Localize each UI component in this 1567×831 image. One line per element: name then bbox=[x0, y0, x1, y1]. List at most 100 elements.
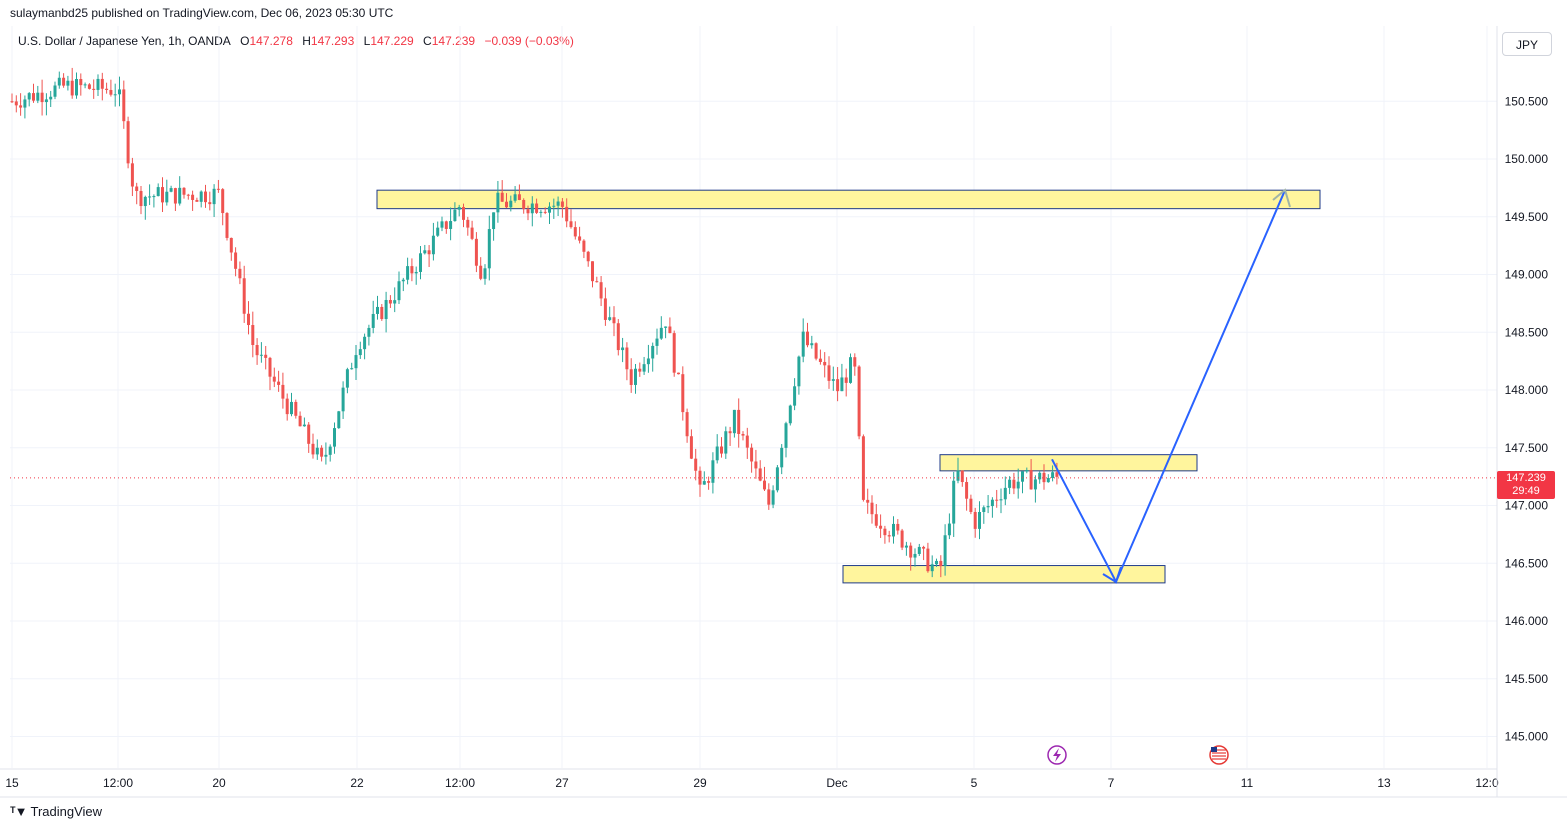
candle-body bbox=[634, 368, 637, 385]
price-axis-label: 150.500 bbox=[1505, 94, 1549, 108]
candle-body bbox=[642, 364, 646, 372]
price-axis-label: 147.000 bbox=[1505, 499, 1549, 513]
tradingview-brand[interactable]: ᵀ▼ TradingView bbox=[10, 804, 102, 819]
candle-body bbox=[500, 192, 504, 202]
candle-body bbox=[896, 523, 900, 531]
candle-body bbox=[384, 299, 388, 320]
candle-body bbox=[569, 221, 573, 228]
candle-body bbox=[707, 481, 711, 483]
candle-body bbox=[466, 219, 470, 228]
candle-body bbox=[62, 77, 66, 86]
candle-body bbox=[646, 358, 650, 365]
lightning-icon bbox=[1047, 745, 1067, 765]
candle-body bbox=[960, 470, 964, 483]
candle-body bbox=[393, 300, 397, 304]
candle-body bbox=[853, 357, 857, 367]
high-label: H bbox=[302, 34, 311, 48]
candle-body bbox=[363, 336, 367, 350]
candle-body bbox=[79, 79, 83, 86]
candle-body bbox=[122, 89, 126, 122]
candle-body bbox=[457, 207, 461, 210]
candle-body bbox=[281, 384, 285, 399]
candle-body bbox=[388, 299, 392, 304]
candle-body bbox=[1042, 472, 1046, 483]
low-value: 147.229 bbox=[370, 34, 414, 48]
low-label: L bbox=[363, 34, 371, 48]
candle-body bbox=[887, 535, 891, 537]
candle-body bbox=[152, 196, 156, 198]
candle-body bbox=[788, 405, 792, 424]
candle-body bbox=[57, 77, 61, 86]
candle-body bbox=[479, 265, 483, 279]
candle-body bbox=[879, 525, 883, 529]
candle-body bbox=[186, 194, 190, 196]
candle-body bbox=[530, 203, 534, 214]
candle-body bbox=[19, 105, 23, 108]
candle-body bbox=[345, 369, 349, 388]
price-axis-label: 149.000 bbox=[1505, 268, 1549, 282]
candle-body bbox=[302, 424, 306, 427]
candle-body bbox=[350, 368, 354, 370]
candle-body bbox=[771, 490, 775, 505]
projection-arrow-up bbox=[1272, 188, 1291, 208]
candle-body bbox=[182, 187, 186, 195]
candle-body bbox=[956, 470, 960, 481]
currency-button[interactable]: JPY bbox=[1502, 32, 1552, 56]
candle-body bbox=[204, 191, 207, 203]
candle-body bbox=[32, 93, 35, 101]
price-axis-label: 145.000 bbox=[1505, 730, 1549, 744]
candle-body bbox=[135, 186, 139, 191]
candle-body bbox=[311, 443, 315, 455]
candle-body bbox=[178, 187, 182, 204]
candle-body bbox=[14, 101, 18, 106]
candle-body bbox=[324, 454, 328, 457]
candle-body bbox=[109, 89, 113, 95]
candle-body bbox=[913, 553, 917, 558]
price-axis-label: 146.500 bbox=[1505, 556, 1549, 570]
candle-body bbox=[922, 546, 926, 549]
symbol-name[interactable]: U.S. Dollar / Japanese Yen, 1h, OANDA bbox=[18, 34, 231, 48]
us-flag-icon bbox=[1209, 745, 1229, 765]
candle-body bbox=[659, 327, 663, 339]
candle-body bbox=[118, 89, 121, 95]
current-price-label: 147.239 29:49 bbox=[1497, 471, 1555, 499]
candle-body bbox=[724, 431, 728, 454]
candle-body bbox=[139, 190, 143, 207]
candle-body bbox=[427, 250, 431, 255]
candle-body bbox=[965, 482, 969, 499]
candle-body bbox=[612, 317, 616, 324]
candle-body bbox=[285, 398, 289, 415]
candle-body bbox=[698, 470, 702, 485]
candle-body bbox=[492, 212, 496, 230]
candle-body bbox=[539, 211, 543, 213]
zone-mid bbox=[939, 454, 1198, 472]
zone-support bbox=[842, 565, 1166, 584]
candle-body bbox=[775, 467, 779, 491]
candle-body bbox=[629, 369, 633, 385]
candle-body bbox=[483, 268, 487, 279]
candle-body bbox=[298, 415, 302, 427]
candle-body bbox=[818, 358, 822, 362]
candle-body bbox=[75, 79, 78, 96]
candle-body bbox=[1038, 472, 1042, 480]
projection-arrow-down bbox=[1102, 566, 1122, 584]
candle-body bbox=[247, 313, 250, 326]
candle-body bbox=[238, 268, 242, 279]
candle-body bbox=[161, 187, 164, 203]
candle-body bbox=[169, 188, 173, 192]
candle-body bbox=[720, 446, 723, 454]
candle-body bbox=[509, 200, 513, 208]
candle-body bbox=[892, 523, 895, 537]
candle-body bbox=[100, 78, 104, 89]
candle-body bbox=[689, 436, 693, 459]
candle-body bbox=[92, 88, 96, 90]
time-axis-label: 11 bbox=[1241, 776, 1254, 790]
candle-body bbox=[827, 365, 831, 381]
candle-body bbox=[10, 101, 14, 103]
candle-body bbox=[840, 377, 844, 392]
candle-body bbox=[268, 357, 272, 377]
candle-body bbox=[470, 227, 474, 239]
candle-body bbox=[1029, 470, 1033, 490]
candle-body bbox=[1021, 471, 1024, 482]
